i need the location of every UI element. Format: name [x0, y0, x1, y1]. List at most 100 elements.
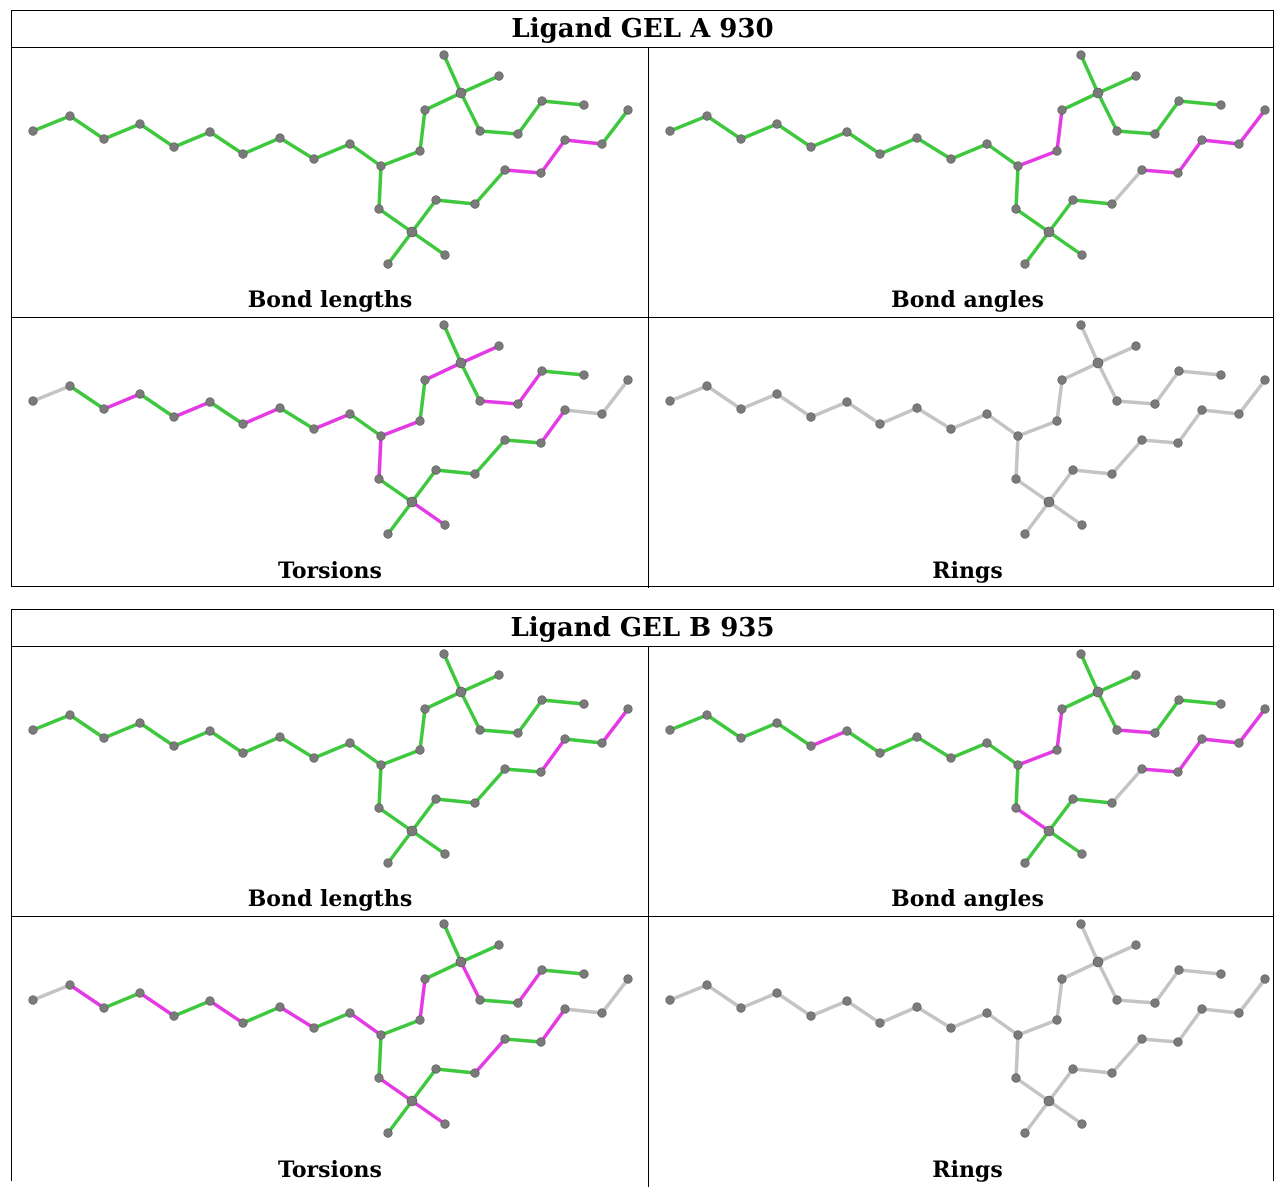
bond [1016, 419, 1059, 438]
bond [1096, 344, 1138, 365]
atom [309, 753, 319, 763]
bond [1014, 763, 1020, 810]
bond [386, 230, 414, 266]
bond [1014, 434, 1020, 481]
bond [138, 721, 176, 748]
bond [434, 468, 477, 476]
atom [1137, 1034, 1147, 1044]
bond [278, 406, 316, 431]
bond [1115, 399, 1157, 406]
bond [1047, 797, 1075, 833]
atom [431, 465, 441, 475]
bond [1079, 323, 1100, 365]
atom [494, 940, 504, 950]
atom [376, 431, 386, 441]
atom [982, 738, 992, 748]
atom [376, 1030, 386, 1040]
bond [377, 1033, 383, 1080]
atom [1234, 139, 1244, 149]
bond [1176, 737, 1204, 774]
bond [516, 369, 544, 406]
atom [1076, 919, 1086, 929]
bond [1055, 707, 1064, 752]
panel-label: Rings [932, 558, 1003, 584]
atom [1057, 974, 1067, 984]
atom [65, 111, 75, 121]
bond [1237, 378, 1267, 416]
bond [1096, 91, 1119, 133]
atom [99, 733, 109, 743]
atom [560, 405, 570, 415]
atom [875, 1018, 885, 1028]
bond [1200, 408, 1241, 416]
atom [455, 956, 467, 968]
atom [1013, 760, 1023, 770]
bond [1110, 168, 1144, 206]
atom [537, 366, 547, 376]
molecule-diagram [28, 649, 633, 868]
atom [842, 397, 852, 407]
atom [1077, 250, 1087, 260]
atom [1137, 165, 1147, 175]
bond [473, 438, 507, 476]
bond [503, 767, 543, 774]
atom [1150, 129, 1160, 139]
bond [563, 1007, 604, 1015]
atom [28, 995, 38, 1005]
bond [459, 943, 501, 964]
bond [1176, 408, 1204, 445]
bond [1016, 149, 1059, 168]
bond [208, 729, 245, 755]
bond [1177, 698, 1223, 706]
atom [1057, 105, 1067, 115]
atom [309, 424, 319, 434]
bond [915, 406, 953, 431]
bond [516, 99, 544, 136]
atom [1052, 745, 1062, 755]
atom [1216, 969, 1226, 979]
bond [386, 500, 414, 536]
atom [99, 134, 109, 144]
bond [503, 1037, 543, 1044]
atom [1013, 431, 1023, 441]
bond [410, 797, 438, 833]
atom [1077, 849, 1087, 859]
atom [1043, 226, 1055, 238]
bond [878, 735, 919, 755]
atom [205, 726, 215, 736]
atom [1137, 435, 1147, 445]
atom [1131, 71, 1141, 81]
bond [1096, 960, 1119, 1002]
bond [539, 138, 567, 175]
atom [420, 974, 430, 984]
atom [494, 670, 504, 680]
atom [1150, 998, 1160, 1008]
bond [949, 1011, 989, 1030]
bond [540, 698, 586, 706]
bond [348, 741, 383, 767]
atom [842, 127, 852, 137]
bond [1060, 960, 1100, 981]
bond [516, 968, 544, 1005]
atom [842, 996, 852, 1006]
bond [1055, 977, 1064, 1022]
bond [478, 998, 520, 1005]
bond [410, 198, 438, 234]
panel-torsions: Torsions [12, 917, 649, 1187]
bond [459, 960, 482, 1002]
bond [1237, 707, 1267, 745]
atom [28, 396, 38, 406]
bond [775, 392, 813, 419]
atom [579, 699, 589, 709]
atom [169, 412, 179, 422]
atom [772, 389, 782, 399]
bond [503, 168, 543, 175]
bond [563, 138, 604, 146]
bond [878, 1005, 919, 1025]
atom [579, 370, 589, 380]
bond [241, 406, 282, 426]
bond [705, 713, 743, 740]
panel-torsions: Torsions [12, 318, 649, 588]
panel-label: Bond angles [891, 886, 1044, 912]
bond [459, 690, 482, 732]
